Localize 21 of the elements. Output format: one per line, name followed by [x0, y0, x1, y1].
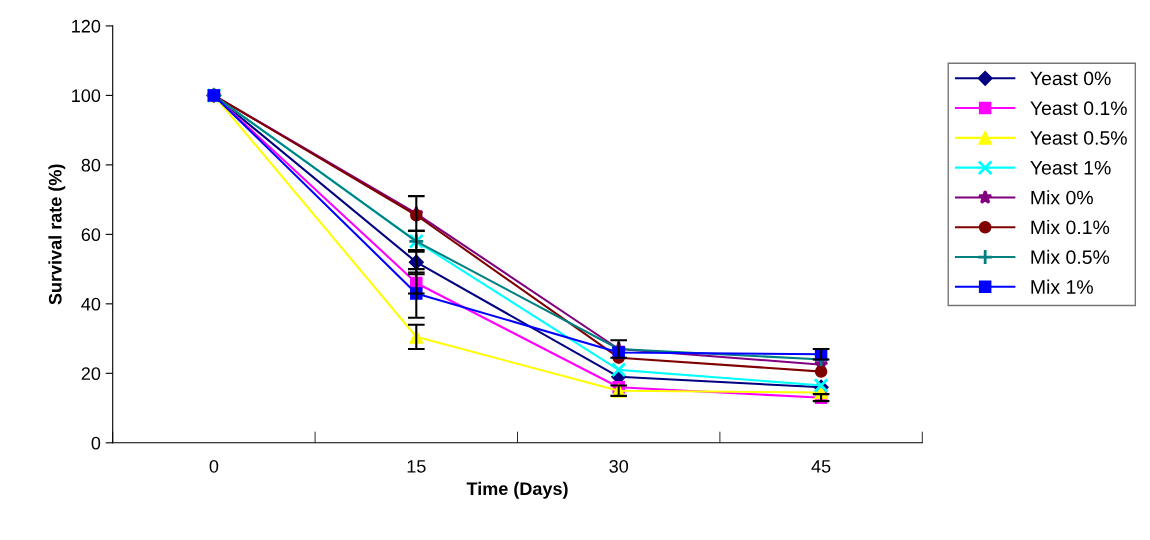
- legend-label: Mix 0%: [1031, 190, 1093, 205]
- legend-label: Mix 1%: [1031, 279, 1093, 294]
- x-tick-label: 15: [407, 460, 426, 473]
- y-tick-label: 40: [81, 297, 101, 311]
- legend-label: Yeast 0.1%: [1030, 101, 1127, 116]
- x-axis-title: Time (Days): [466, 481, 568, 499]
- legend-label: Mix 0.5%: [1031, 249, 1110, 265]
- legend-label: Yeast 1%: [1030, 160, 1111, 175]
- legend-label: Mix 0.1%: [1031, 219, 1110, 235]
- y-tick-label: 80: [81, 158, 101, 172]
- y-axis-title: Survival rate (%): [48, 164, 66, 305]
- y-tick-label: 120: [72, 19, 101, 33]
- legend-label: Yeast 0%: [1030, 71, 1111, 86]
- y-tick-label: 60: [81, 228, 101, 242]
- x-tick-label: 0: [209, 459, 219, 473]
- legend-label: Yeast 0.5%: [1030, 131, 1127, 145]
- x-tick-label: 30: [609, 459, 629, 473]
- y-tick-label: 20: [81, 367, 101, 381]
- y-tick-label: 100: [72, 89, 101, 103]
- x-tick-label: 45: [811, 460, 831, 473]
- y-tick-label: 0: [91, 436, 101, 450]
